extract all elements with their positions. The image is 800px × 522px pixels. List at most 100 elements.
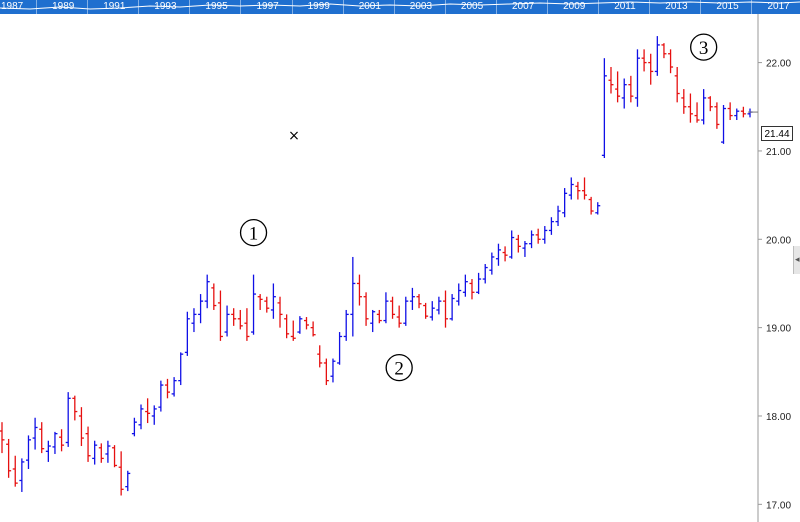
ohlc-bar — [608, 67, 614, 94]
navigator-year-label: 2011 — [614, 1, 636, 12]
ohlc-bar — [495, 243, 501, 266]
last-price-label: 21.44 — [761, 126, 793, 141]
ohlc-bar — [363, 292, 369, 326]
ohlc-bar — [323, 358, 329, 386]
ohlc-bar — [125, 470, 131, 492]
ohlc-bar — [85, 426, 91, 462]
ohlc-bar — [449, 294, 455, 321]
ohlc-bar — [727, 102, 733, 121]
ohlc-bar — [264, 296, 270, 313]
ohlc-bar — [343, 309, 349, 341]
ohlc-bar — [98, 443, 104, 463]
ohlc-bar — [522, 241, 528, 257]
ohlc-bar — [648, 53, 654, 85]
ohlc-bar — [59, 429, 65, 452]
ohlc-bar — [350, 256, 356, 337]
ohlc-bar — [237, 309, 243, 330]
ohlc-bar — [32, 417, 38, 450]
ohlc-bar — [601, 58, 607, 159]
ohlc-bar — [595, 202, 601, 215]
navigator-separator — [87, 0, 89, 14]
ohlc-bar — [747, 108, 753, 118]
ohlc-bar — [562, 188, 568, 218]
ohlc-bar — [277, 296, 283, 328]
ohlc-bar — [740, 106, 746, 118]
ohlc-bar — [118, 451, 124, 496]
ohlc-bar — [456, 283, 462, 306]
navigator-separator — [598, 0, 600, 14]
price-chart[interactable]: 17.00 18.00 19.00 20.00 21.00 22.00 1 2 3 × — [0, 14, 800, 522]
y-tick-label: 20.00 — [766, 235, 791, 246]
ohlc-bar — [615, 71, 621, 103]
y-tick-label: 18.00 — [766, 412, 791, 423]
ohlc-bar — [409, 287, 415, 310]
navigator-year-label: 2007 — [512, 1, 535, 12]
ohlc-bar — [403, 296, 409, 326]
navigator-year-label: 1991 — [103, 1, 126, 12]
ohlc-bar — [131, 417, 137, 437]
ohlc-bar — [0, 422, 5, 454]
ohlc-bar — [92, 440, 98, 465]
ohlc-bar — [443, 290, 449, 328]
ohlc-bar — [429, 301, 435, 321]
ohlc-bar — [303, 317, 309, 330]
ohlc-bar — [356, 274, 362, 306]
ohlc-bar — [317, 345, 323, 368]
ohlc-bar — [231, 308, 237, 326]
ohlc-bar — [529, 230, 535, 249]
ohlc-bar — [6, 438, 12, 478]
ohlc-bar — [681, 89, 687, 114]
navigator-separator — [189, 0, 191, 14]
axis-collapse-handle[interactable]: ◂ — [793, 246, 800, 274]
navigator-separator — [36, 0, 37, 14]
ohlc-bar — [588, 196, 594, 215]
navigator-separator — [138, 0, 140, 14]
ohlc-bar — [621, 78, 627, 109]
navigator-separator — [649, 0, 651, 14]
ohlc-bar — [628, 75, 634, 103]
ohlc-bar — [515, 234, 521, 253]
annotation-circle — [690, 33, 718, 61]
navigator-year-label: 2003 — [409, 1, 433, 12]
ohlc-bar — [694, 102, 700, 123]
ohlc-bar — [145, 398, 151, 424]
navigator-year-label: 1999 — [307, 1, 330, 12]
navigator-year-label: 1993 — [154, 1, 177, 12]
ohlc-bar — [45, 440, 51, 462]
ohlc-bar — [701, 89, 707, 125]
y-tick-label: 22.00 — [766, 59, 791, 70]
timeline-navigator[interactable]: 1987 1989 1991 1993 1995 1997 1999 2001 2003 2005… — [0, 0, 800, 14]
ohlc-bar — [171, 377, 177, 397]
ohlc-bar — [721, 104, 727, 144]
ohlc-bar — [509, 230, 515, 259]
ohlc-bar — [462, 274, 468, 297]
ohlc-bar — [436, 296, 442, 315]
y-tick-label: 21.00 — [766, 147, 791, 158]
ohlc-bar — [661, 43, 667, 59]
ohlc-bar — [337, 332, 343, 365]
navigator-year-label: 2017 — [767, 1, 790, 12]
navigator-separator — [495, 0, 497, 14]
ohlc-bar — [138, 404, 144, 430]
ohlc-bar — [244, 308, 250, 341]
ohlc-bar — [383, 292, 389, 324]
ohlc-bar — [297, 316, 303, 334]
ohlc-bar — [423, 302, 429, 319]
ohlc-bar — [204, 274, 210, 309]
ohlc-bar — [112, 445, 118, 468]
ohlc-bar — [707, 96, 713, 112]
ohlc-bar — [674, 67, 680, 103]
ohlc-bar — [476, 272, 482, 295]
ohlc-bar — [575, 181, 581, 200]
ohlc-bar — [257, 294, 263, 310]
ohlc-bar — [687, 93, 693, 123]
ohlc-bar — [284, 314, 290, 339]
ohlc-bar — [416, 294, 422, 309]
navigator-year-label: 1989 — [52, 1, 75, 12]
ohlc-bar — [568, 177, 574, 200]
ohlc-bar — [502, 246, 508, 262]
navigator-separator — [342, 0, 344, 14]
ohlc-bar — [396, 305, 402, 328]
navigator-year-label: 2009 — [563, 1, 586, 12]
ohlc-bar — [25, 435, 31, 469]
